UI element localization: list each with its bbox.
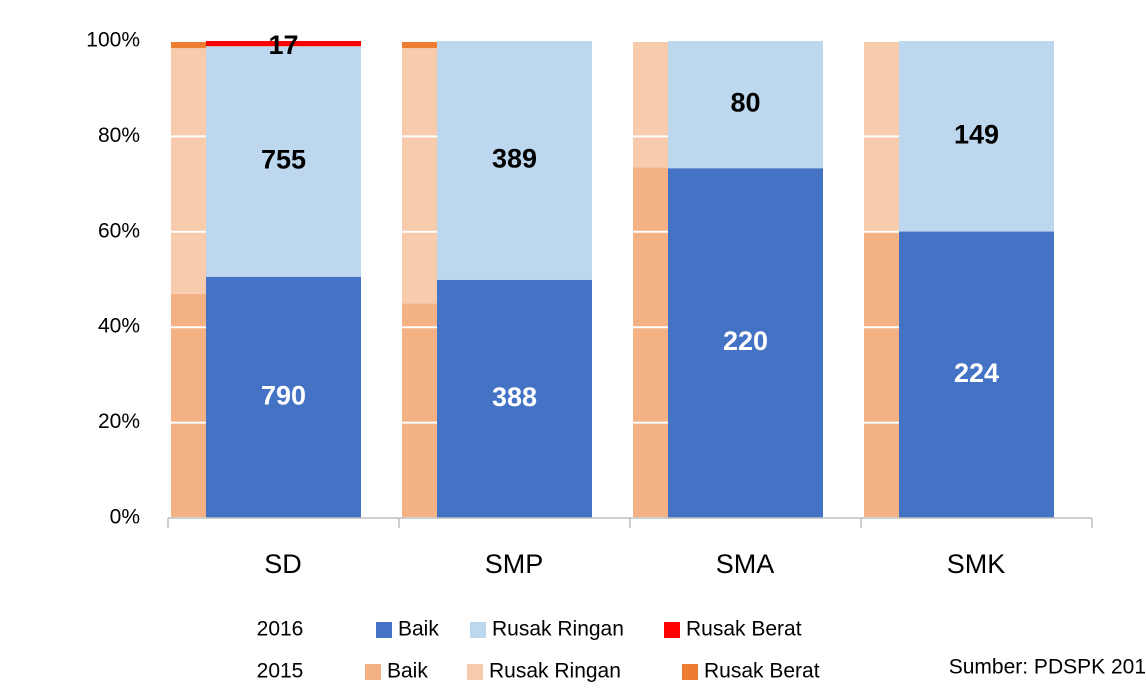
bar-segment	[633, 41, 668, 168]
y-tick-label: 0%	[110, 506, 140, 529]
bar-segment	[899, 41, 1054, 232]
bar-segment	[171, 41, 206, 49]
bar-segment	[864, 231, 899, 519]
x-tick-label: SMP	[485, 549, 544, 579]
data-label: 388	[492, 382, 537, 412]
data-label: 80	[730, 88, 760, 118]
legend-label: Rusak Ringan	[489, 660, 621, 683]
legend-label: Rusak Berat	[704, 660, 820, 683]
bar-segment	[171, 48, 206, 294]
y-tick-label: 80%	[98, 124, 140, 147]
bar-segment	[899, 231, 1054, 518]
bar-segment	[402, 303, 437, 518]
legend-label: Baik	[398, 618, 439, 641]
data-label: 389	[492, 144, 537, 174]
bar-segment	[402, 41, 437, 49]
bar-segment	[633, 167, 668, 518]
y-tick-label: 40%	[98, 315, 140, 338]
y-tick-label: 100%	[86, 29, 140, 52]
legend-swatch	[467, 664, 483, 680]
bar-segment	[437, 41, 592, 280]
x-tick-label: SD	[264, 549, 302, 579]
bar-segment	[206, 276, 361, 518]
bar-segment	[402, 48, 437, 304]
legend-swatch	[664, 622, 680, 638]
bar-segment	[206, 41, 361, 47]
legend-group-label: 2016	[257, 618, 304, 641]
data-label: 149	[954, 119, 999, 149]
bar-segment	[206, 46, 361, 277]
bar-segment	[437, 279, 592, 518]
bar-segment	[668, 41, 823, 169]
source: Sumber: PDSPK 201	[949, 656, 1146, 679]
bar-segment	[171, 293, 206, 518]
data-label: 17	[268, 30, 298, 60]
data-label: 224	[954, 358, 999, 388]
legend-swatch	[365, 664, 381, 680]
legend-swatch	[470, 622, 486, 638]
legend-label: Rusak Ringan	[492, 618, 624, 641]
x-tick-label: SMK	[947, 549, 1006, 579]
y-tick-label: 60%	[98, 219, 140, 242]
legend-label: Baik	[387, 660, 428, 683]
bar-segment	[668, 168, 823, 518]
data-label: 790	[261, 381, 306, 411]
data-label: 220	[723, 326, 768, 356]
legend-group-label: 2015	[257, 660, 304, 683]
legend-swatch	[376, 622, 392, 638]
data-label: 755	[261, 145, 306, 175]
y-tick-label: 20%	[98, 410, 140, 433]
legend-swatch	[682, 664, 698, 680]
legend-label: Rusak Berat	[686, 618, 802, 641]
x-tick-label: SMA	[716, 549, 775, 579]
